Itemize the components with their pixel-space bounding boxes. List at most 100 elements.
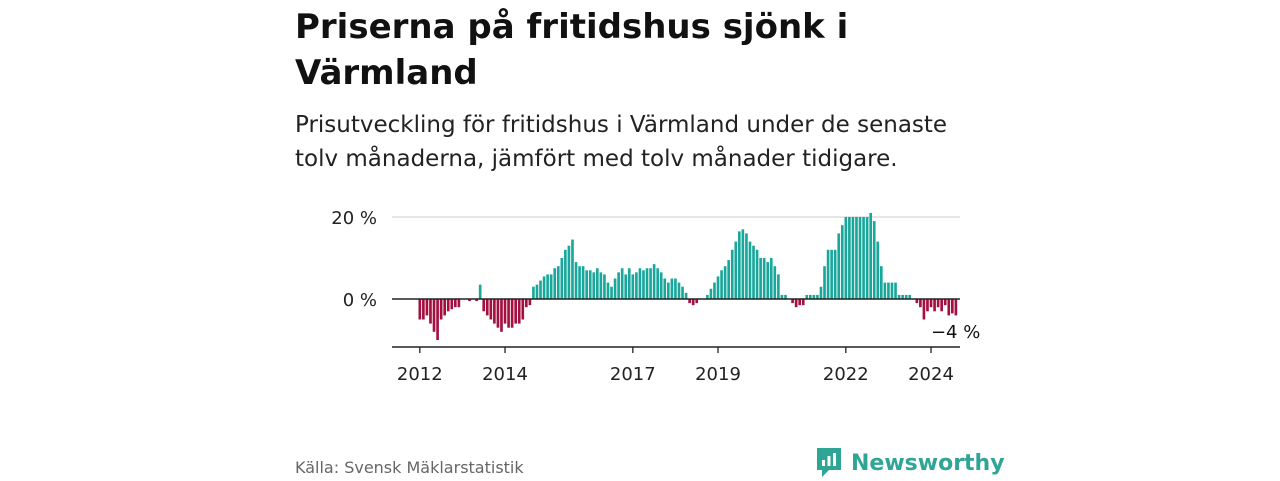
- bar: [872, 221, 876, 299]
- bar: [858, 217, 862, 299]
- bar: [517, 299, 521, 324]
- bar: [869, 212, 872, 299]
- bar: [439, 299, 443, 320]
- bar: [890, 282, 894, 299]
- bar: [745, 233, 748, 299]
- bar: [521, 299, 525, 320]
- bar: [734, 241, 738, 299]
- bar: [606, 282, 610, 299]
- bar: [933, 299, 936, 312]
- bar: [809, 294, 812, 299]
- y-tick-label: 20 %: [331, 208, 377, 229]
- bar: [769, 258, 773, 299]
- bar: [709, 288, 713, 299]
- bar: [627, 268, 631, 299]
- bar: [507, 299, 510, 328]
- bar: [574, 262, 578, 299]
- bar: [532, 286, 535, 299]
- label-layer: 0 % 20 % 2012 2014 2017 2019 2022 2024 −4 %: [331, 208, 980, 385]
- bar: [677, 282, 681, 299]
- bar: [848, 217, 851, 299]
- bar: [947, 299, 951, 316]
- bar: [738, 231, 741, 299]
- bar: [691, 299, 695, 306]
- last-value-label: −4 %: [931, 322, 980, 343]
- bar: [883, 282, 887, 299]
- bar: [855, 217, 858, 299]
- bar: [755, 249, 759, 299]
- bar: [894, 282, 897, 299]
- bar: [642, 270, 645, 299]
- bar: [901, 294, 904, 299]
- bar: [837, 233, 841, 299]
- x-tick-label: 2024: [908, 364, 954, 385]
- bar: [578, 266, 581, 299]
- bar: [819, 286, 823, 299]
- bar: [659, 272, 663, 299]
- bar: [940, 299, 943, 312]
- brand-name: Newsworthy: [851, 450, 1005, 476]
- bar: [652, 264, 656, 299]
- bar: [422, 299, 425, 320]
- bar: [766, 262, 770, 299]
- bar: [542, 276, 546, 299]
- bar: [585, 270, 588, 299]
- bar: [581, 266, 585, 299]
- bar: [475, 299, 478, 302]
- bar: [553, 268, 557, 299]
- axis-layer: [392, 298, 960, 353]
- bar: [752, 245, 755, 299]
- x-tick-label: 2022: [823, 364, 869, 385]
- bar: [631, 274, 635, 299]
- bar: [549, 274, 553, 299]
- bar: [915, 299, 919, 304]
- bar: [922, 299, 926, 320]
- bar: [588, 270, 592, 299]
- x-tick-label: 2014: [482, 364, 528, 385]
- bar: [539, 280, 542, 299]
- bar: [560, 258, 564, 299]
- bar: [798, 299, 801, 306]
- bar: [432, 299, 436, 332]
- bar: [816, 294, 819, 299]
- bar: [443, 299, 446, 316]
- bar: [840, 225, 844, 299]
- bar: [805, 294, 809, 299]
- bar: [556, 266, 560, 299]
- bar: [762, 258, 766, 299]
- newsworthy-brand[interactable]: Newsworthy: [815, 445, 1005, 481]
- bar: [567, 245, 571, 299]
- bar: [503, 299, 507, 324]
- bar: [830, 249, 833, 299]
- bar: [638, 268, 642, 299]
- bar: [791, 299, 794, 304]
- bar: [908, 294, 912, 299]
- bar: [649, 268, 652, 299]
- bar: [613, 278, 617, 299]
- bar: [681, 286, 684, 299]
- bar: [528, 299, 532, 306]
- bar: [844, 217, 848, 299]
- bar: [887, 282, 890, 299]
- bar: [656, 268, 659, 299]
- bar: [493, 299, 496, 324]
- bar: [720, 270, 723, 299]
- bar: [929, 299, 933, 308]
- bars-layer: [418, 212, 958, 340]
- bar: [730, 249, 734, 299]
- bar: [897, 294, 901, 299]
- bar: [571, 239, 574, 299]
- bar: [823, 266, 826, 299]
- bar: [489, 299, 493, 320]
- bar: [446, 299, 450, 312]
- bar: [784, 294, 787, 299]
- bar: [525, 299, 528, 308]
- bar: [610, 286, 613, 299]
- chart-subtitle: Prisutveckling för fritidshus i Värmland…: [295, 112, 948, 172]
- bar: [482, 299, 486, 312]
- bar: [936, 299, 940, 308]
- bar: [951, 299, 954, 314]
- bar: [727, 260, 730, 299]
- bar: [904, 294, 908, 299]
